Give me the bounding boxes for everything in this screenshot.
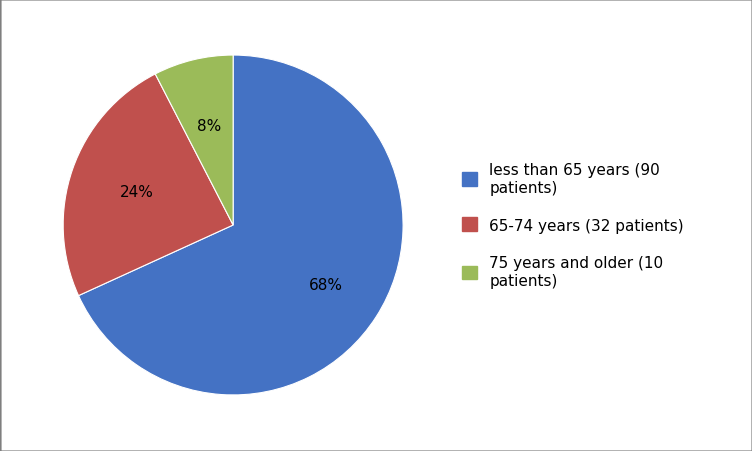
Text: 68%: 68% [309, 278, 343, 293]
Text: 24%: 24% [120, 185, 153, 200]
Text: 8%: 8% [197, 119, 221, 134]
Wedge shape [155, 56, 233, 226]
Legend: less than 65 years (90
patients), 65-74 years (32 patients), 75 years and older : less than 65 years (90 patients), 65-74 … [462, 163, 684, 288]
Wedge shape [78, 56, 403, 395]
Wedge shape [63, 75, 233, 296]
